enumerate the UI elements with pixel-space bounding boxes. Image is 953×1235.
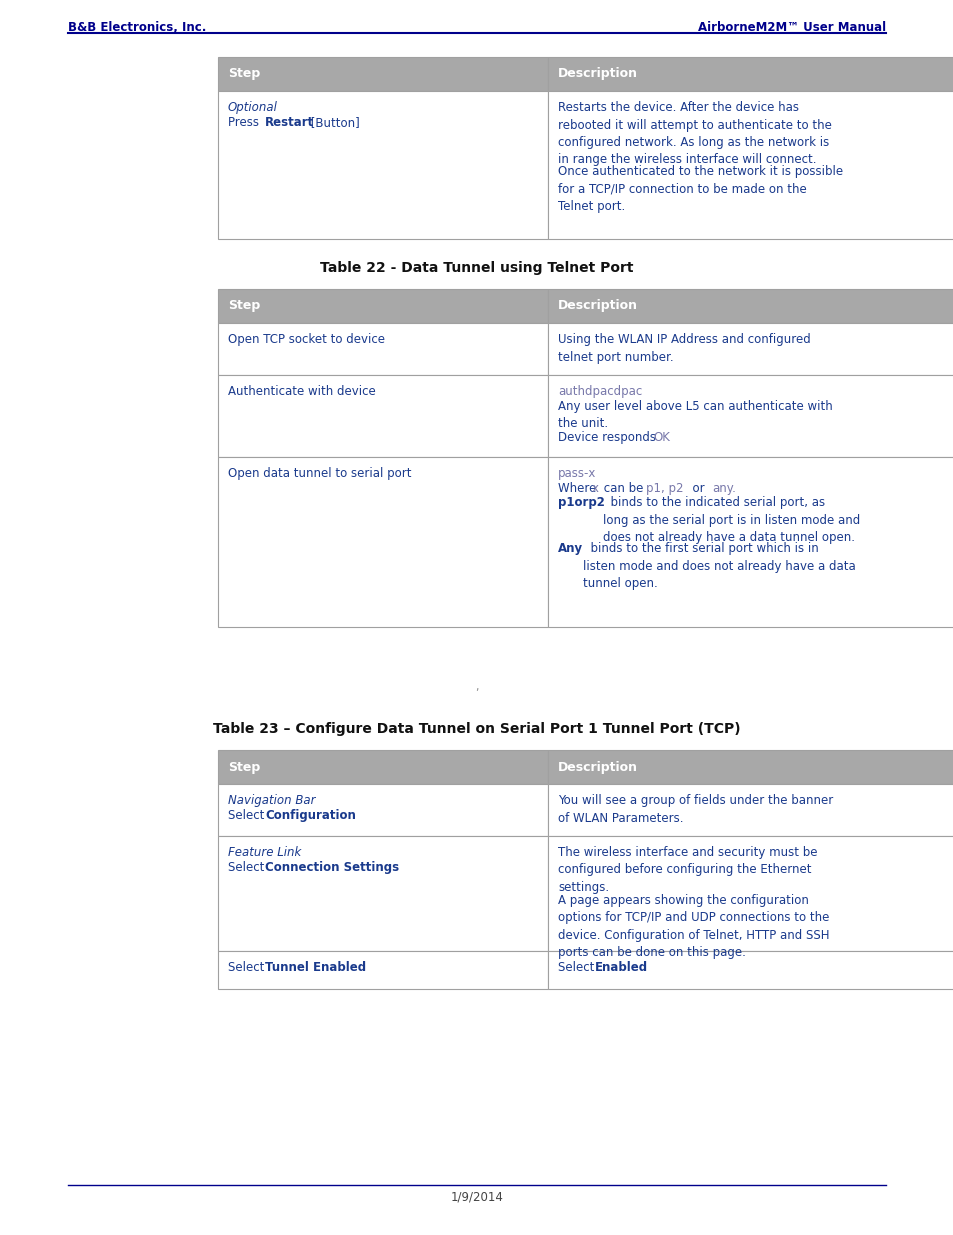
Text: Any: Any xyxy=(558,542,582,555)
Bar xyxy=(547,375,953,457)
Text: You will see a group of fields under the banner
of WLAN Parameters.: You will see a group of fields under the… xyxy=(558,794,832,825)
Text: Optional: Optional xyxy=(228,101,277,114)
Text: Select: Select xyxy=(228,961,268,974)
Text: 1/9/2014: 1/9/2014 xyxy=(450,1191,503,1203)
Text: Restarts the device. After the device has
rebooted it will attempt to authentica: Restarts the device. After the device ha… xyxy=(558,101,831,167)
Text: Select: Select xyxy=(558,961,598,974)
Text: pass-x: pass-x xyxy=(558,467,596,480)
Text: Restart: Restart xyxy=(265,116,314,128)
Text: p1orp2: p1orp2 xyxy=(558,496,604,509)
Text: Select: Select xyxy=(228,809,268,821)
Bar xyxy=(218,289,547,324)
Bar xyxy=(218,836,547,951)
Bar xyxy=(547,951,953,989)
Text: B&B Electronics, Inc.: B&B Electronics, Inc. xyxy=(68,21,206,35)
Text: Navigation Bar: Navigation Bar xyxy=(228,794,315,806)
Text: Feature Link: Feature Link xyxy=(228,846,301,860)
Text: Description: Description xyxy=(558,68,638,80)
Bar xyxy=(547,784,953,836)
Bar xyxy=(547,836,953,951)
Bar xyxy=(218,951,547,989)
Text: The wireless interface and security must be
configured before configuring the Et: The wireless interface and security must… xyxy=(558,846,817,894)
Bar xyxy=(218,457,547,627)
Text: Device responds: Device responds xyxy=(558,431,659,443)
Text: Open TCP socket to device: Open TCP socket to device xyxy=(228,333,385,346)
Bar xyxy=(547,750,953,784)
Text: Once authenticated to the network it is possible
for a TCP/IP connection to be m: Once authenticated to the network it is … xyxy=(558,165,842,214)
Bar xyxy=(218,750,547,784)
Bar xyxy=(547,57,953,91)
Text: Step: Step xyxy=(228,761,260,773)
Bar xyxy=(547,324,953,375)
Text: Select: Select xyxy=(228,861,268,873)
Text: AirborneM2M™ User Manual: AirborneM2M™ User Manual xyxy=(698,21,885,35)
Text: Table 23 – Configure Data Tunnel on Serial Port 1 Tunnel Port (TCP): Table 23 – Configure Data Tunnel on Seri… xyxy=(213,722,740,736)
Bar xyxy=(218,57,547,91)
Text: Step: Step xyxy=(228,68,260,80)
Text: binds to the indicated serial port, as
long as the serial port is in listen mode: binds to the indicated serial port, as l… xyxy=(602,496,860,545)
Text: [Button]: [Button] xyxy=(307,116,359,128)
Text: A page appears showing the configuration
options for TCP/IP and UDP connections : A page appears showing the configuration… xyxy=(558,894,828,960)
Text: Step: Step xyxy=(228,300,260,312)
Text: Enabled: Enabled xyxy=(595,961,647,974)
Text: Connection Settings: Connection Settings xyxy=(265,861,398,873)
Bar xyxy=(218,375,547,457)
Text: Using the WLAN IP Address and configured
telnet port number.: Using the WLAN IP Address and configured… xyxy=(558,333,810,363)
Text: Tunnel Enabled: Tunnel Enabled xyxy=(265,961,366,974)
Bar xyxy=(547,91,953,240)
Text: Any user level above L5 can authenticate with
the unit.: Any user level above L5 can authenticate… xyxy=(558,400,832,430)
Text: authdpacdpac: authdpacdpac xyxy=(558,385,641,398)
Bar xyxy=(218,784,547,836)
Text: can be: can be xyxy=(599,482,646,495)
Bar xyxy=(547,289,953,324)
Text: Description: Description xyxy=(558,761,638,773)
Text: Description: Description xyxy=(558,300,638,312)
Text: ,: , xyxy=(475,682,478,692)
Text: p1, p2: p1, p2 xyxy=(645,482,682,495)
Text: Press: Press xyxy=(228,116,262,128)
Bar xyxy=(218,324,547,375)
Bar xyxy=(547,457,953,627)
Text: Where: Where xyxy=(558,482,599,495)
Text: .: . xyxy=(642,961,646,974)
Text: or: or xyxy=(684,482,708,495)
Text: Authenticate with device: Authenticate with device xyxy=(228,385,375,398)
Text: Table 22 - Data Tunnel using Telnet Port: Table 22 - Data Tunnel using Telnet Port xyxy=(320,261,633,275)
Text: any.: any. xyxy=(711,482,735,495)
Text: Configuration: Configuration xyxy=(265,809,355,821)
Text: x: x xyxy=(592,482,598,495)
Text: OK: OK xyxy=(652,431,669,443)
Text: binds to the first serial port which is in
listen mode and does not already have: binds to the first serial port which is … xyxy=(582,542,855,590)
Text: Open data tunnel to serial port: Open data tunnel to serial port xyxy=(228,467,411,480)
Bar xyxy=(218,91,547,240)
